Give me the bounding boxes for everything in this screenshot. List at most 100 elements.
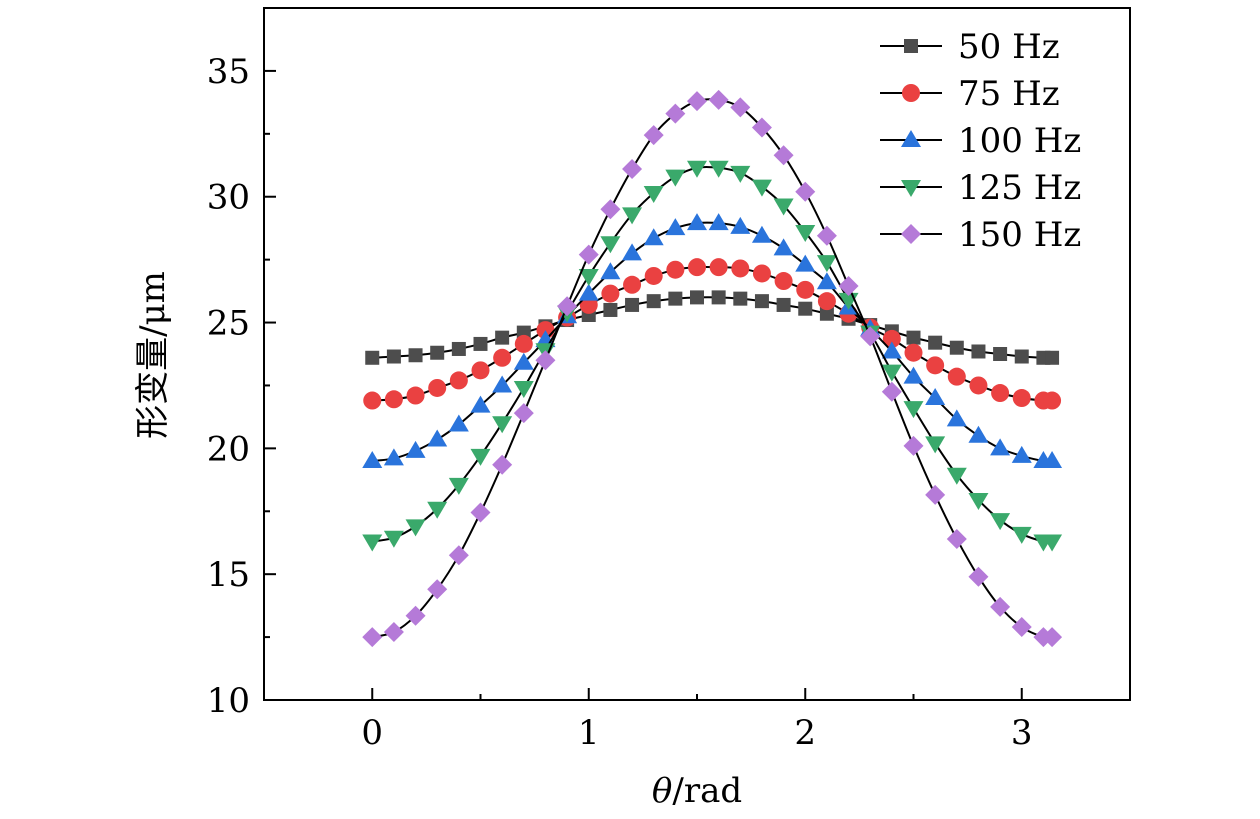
data-point [643,228,664,246]
legend-label: 75 Hz [958,74,1060,114]
legend-label: 100 Hz [958,121,1081,161]
data-point [928,335,943,350]
x-tick-label: 0 [361,713,383,753]
data-point [838,276,859,297]
data-point [687,91,707,112]
data-point [993,347,1008,361]
data-point [968,425,989,443]
data-point [773,198,794,216]
data-point [470,502,491,523]
data-point [384,390,403,409]
data-point [971,344,986,359]
y-tick-label: 15 [207,555,250,595]
data-point [688,258,706,277]
legend-item: 50 Hz [880,27,1060,67]
data-point [1011,526,1032,544]
data-point [817,292,836,311]
data-point [1012,389,1031,408]
data-point [665,103,686,124]
series-layer [362,89,1063,648]
data-point [968,492,989,510]
data-point [926,356,945,375]
data-point [600,199,621,220]
legend-marker [904,39,918,53]
data-point [903,366,924,384]
data-point [492,375,513,393]
data-point [925,436,946,454]
data-point [730,216,751,234]
data-point [449,371,468,390]
data-point [492,454,513,475]
series-150-hz [362,89,1063,648]
data-point [881,341,902,359]
data-point [968,566,989,587]
data-point [383,622,404,643]
data-point [904,343,923,362]
data-point [881,364,902,382]
data-point [882,329,901,348]
data-point [405,519,426,537]
data-point [687,213,707,231]
data-point [969,376,988,395]
data-point [492,416,513,434]
data-point [752,264,771,283]
data-point [578,268,599,286]
data-point [949,340,964,355]
data-point [427,429,448,447]
data-point [601,284,620,303]
data-point [644,266,663,285]
data-point [773,238,794,256]
legend-marker [901,180,921,197]
data-point [860,326,881,347]
data-point [665,169,686,187]
data-point [578,244,599,265]
axis-ticks: 0 1 2 3 10 15 20 25 30 35 [207,7,1033,753]
data-point [708,89,729,110]
data-point [751,225,772,243]
x-tick-label: 2 [794,713,816,753]
data-point [708,160,729,178]
data-point [427,579,448,600]
data-point [383,530,404,548]
data-point [513,380,534,398]
data-point [448,477,469,495]
data-point [796,280,815,299]
y-tick-label: 10 [207,681,250,721]
x-tick-label: 1 [578,713,600,753]
data-point [795,224,816,242]
data-point [646,294,661,309]
data-point [1042,534,1063,552]
data-point [1014,349,1029,364]
data-point [622,207,643,225]
data-point [751,117,772,138]
data-point [925,484,946,505]
series-75-hz [363,258,1062,410]
y-tick-label: 35 [207,52,250,92]
legend-marker [901,224,921,244]
data-point [990,438,1011,456]
data-point [665,218,686,236]
data-point [513,352,534,370]
data-point [471,361,490,380]
legend-item: 100 Hz [880,121,1081,161]
legend-label: 50 Hz [958,27,1060,67]
data-point [906,330,921,345]
data-point [1045,350,1060,365]
data-point [1011,617,1032,638]
y-tick-label: 30 [207,178,250,218]
legend-item: 150 Hz [880,215,1081,255]
data-point [408,348,423,363]
data-point [470,395,491,413]
data-point [798,301,813,316]
data-point [428,378,447,397]
x-axis-title: θ/rad [652,771,742,811]
data-point [623,275,642,294]
data-point [946,409,967,427]
data-point [731,259,750,278]
data-point [776,297,791,312]
data-point [643,125,664,146]
data-point [495,330,510,345]
y-axis-title: 形变量/μm [133,271,173,439]
legend-marker [901,130,921,147]
data-point [603,302,618,317]
